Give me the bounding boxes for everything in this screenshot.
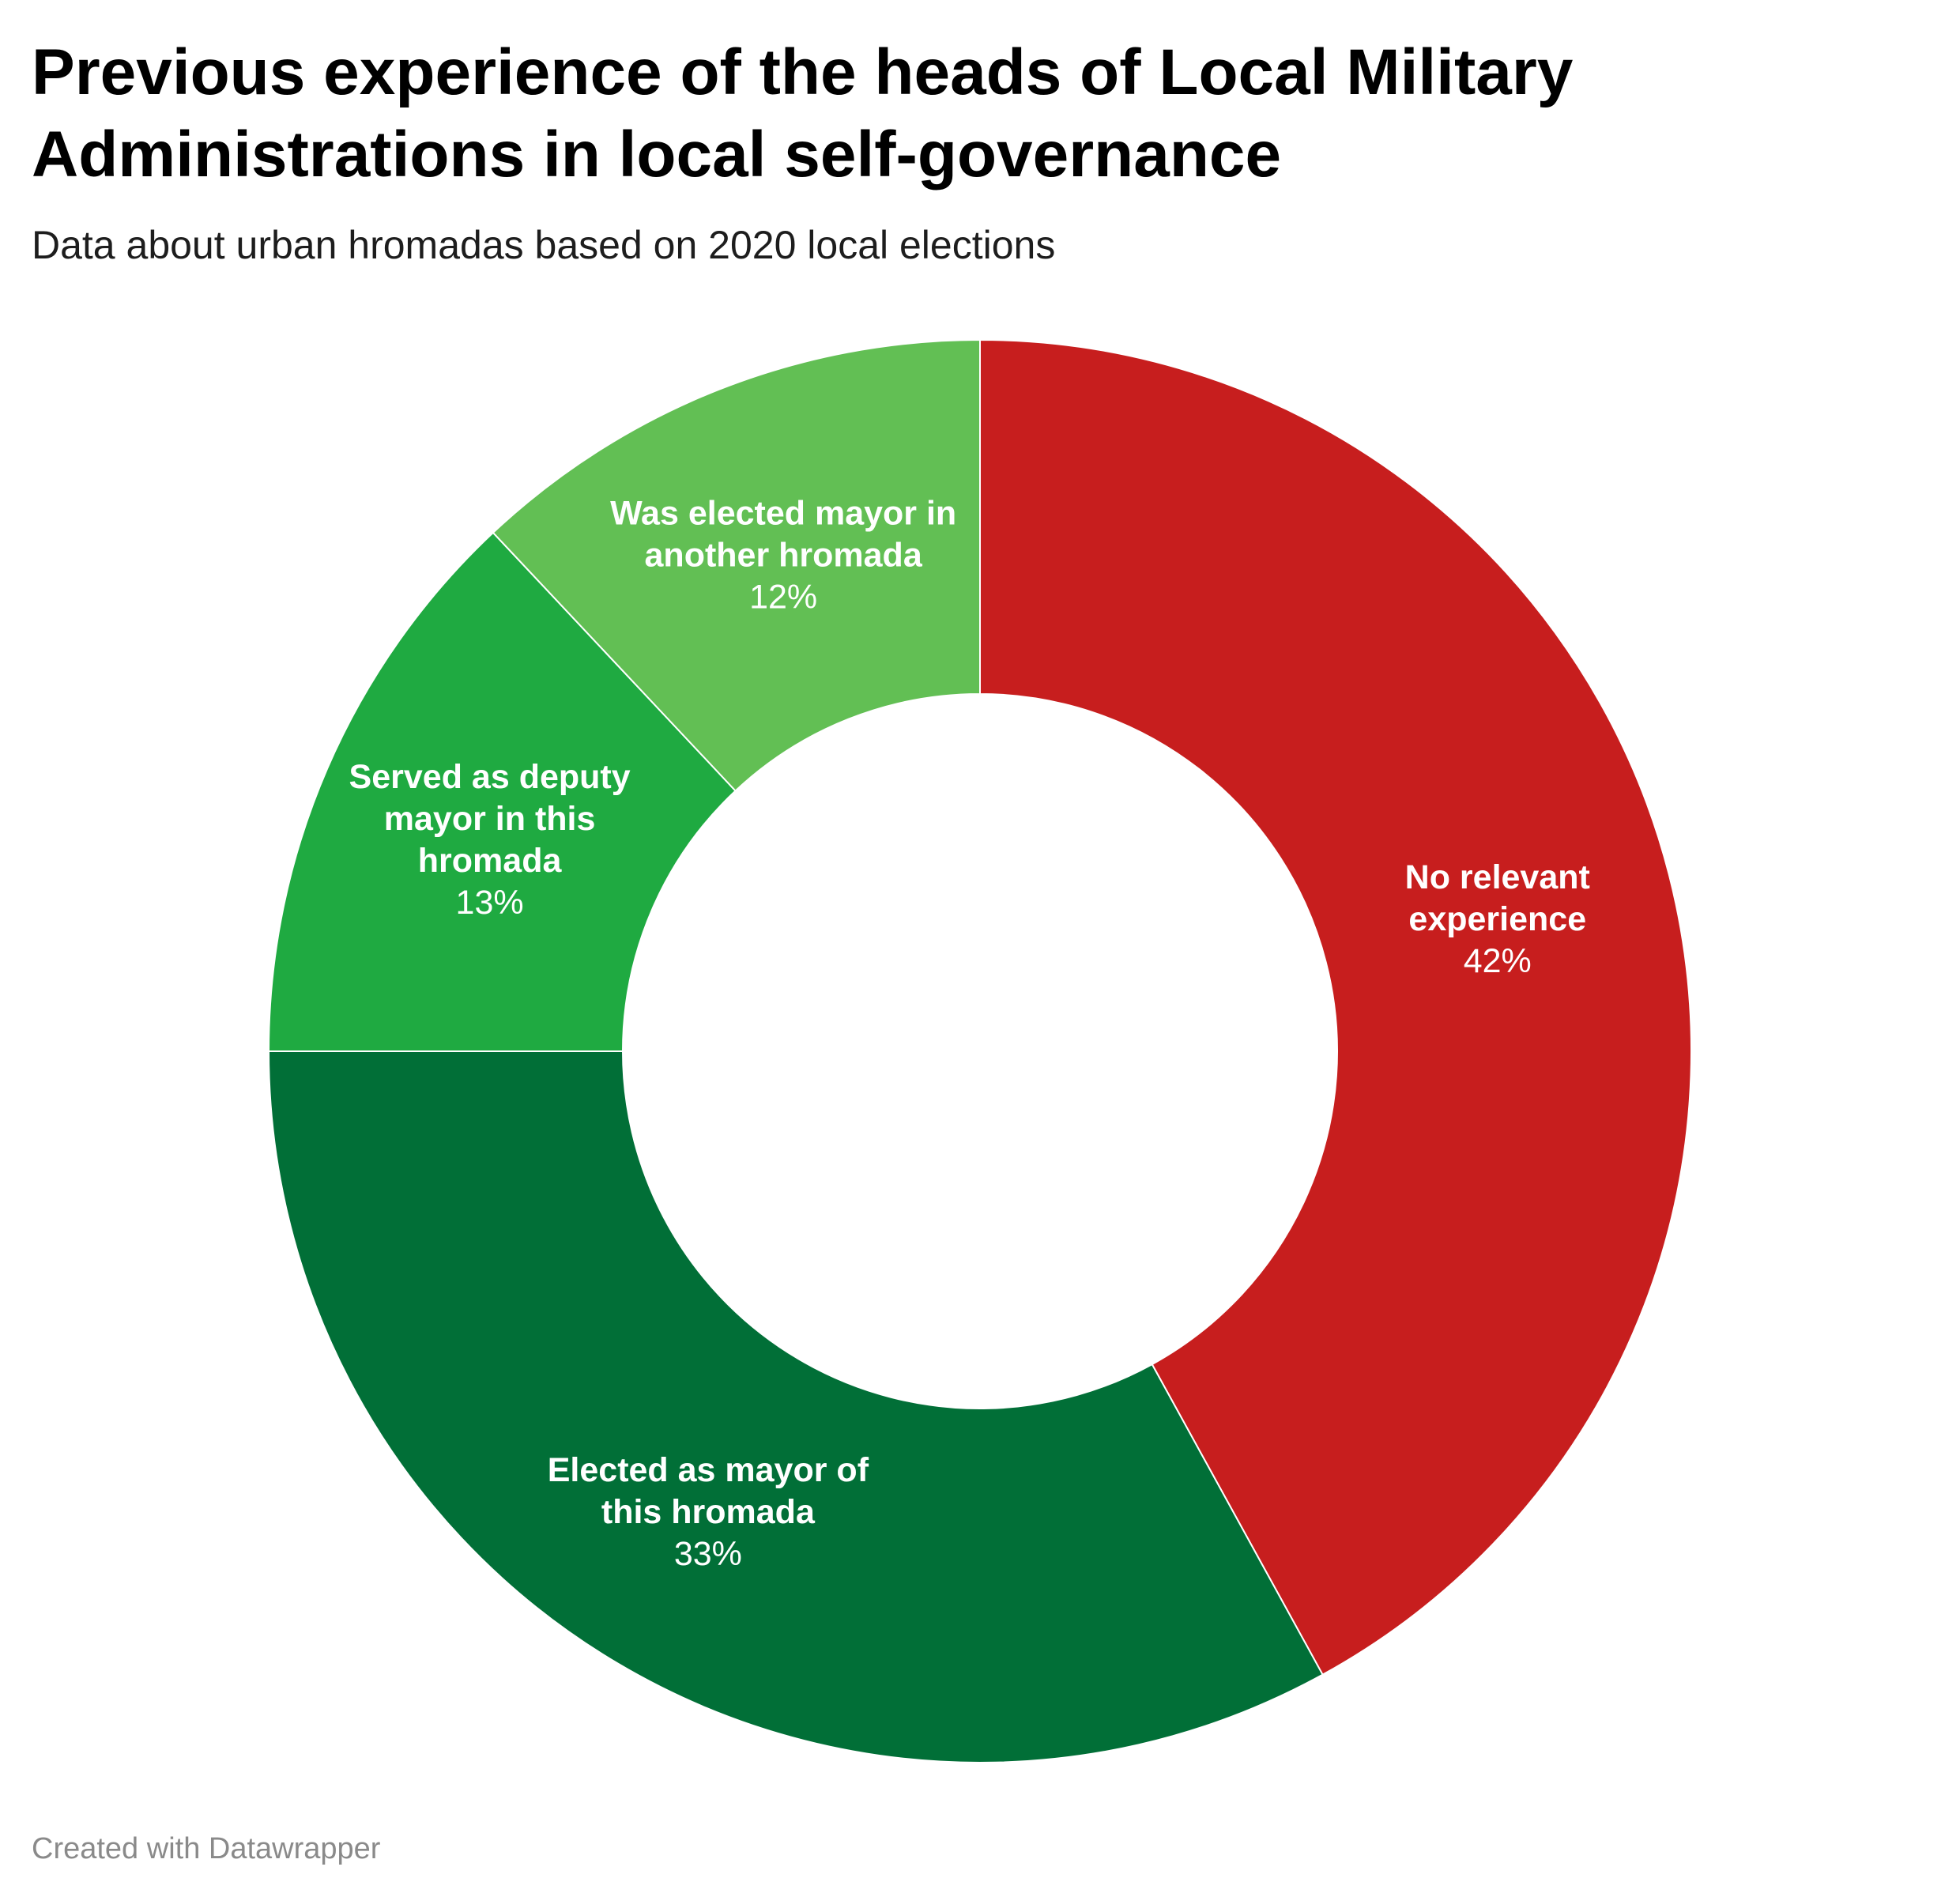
donut-slices — [267, 338, 1693, 1763]
chart-title: Previous experience of the heads of Loca… — [32, 36, 1574, 190]
chart-subtitle: Data about urban hromadas based on 2020 … — [32, 223, 1056, 267]
slice-name-label: mayor in this — [384, 800, 596, 838]
slice-value-label: 33% — [674, 1535, 742, 1573]
slice-name-label: another hromada — [645, 536, 923, 574]
slice-value-label: 42% — [1464, 942, 1532, 980]
slice-label-no-relevant-experience: No relevant experience 42% — [1405, 858, 1590, 980]
slice-name-label: Elected as mayor of — [548, 1451, 869, 1489]
slice-name-label: Was elected mayor in — [610, 494, 956, 532]
slice-elected-as-mayor-of-this-hromada — [267, 1050, 1324, 1763]
slice-name-label: Served as deputy — [349, 758, 631, 796]
slice-label-elected-as-mayor-of-this-hromada: Elected as mayor of this hromada 33% — [548, 1451, 869, 1573]
slice-value-label: 13% — [456, 884, 524, 922]
footer-credit: Created with Datawrapper — [32, 1832, 381, 1865]
slice-name-label: No relevant — [1405, 858, 1590, 896]
slice-no-relevant-experience — [979, 338, 1693, 1676]
slice-name-label: hromada — [418, 842, 563, 880]
slice-name-label: experience — [1408, 900, 1586, 938]
slice-label-was-elected-mayor-in-another-hromada: Was elected mayor in another hromada 12% — [610, 494, 956, 616]
slice-served-as-deputy-mayor-in-this-hromada — [267, 531, 737, 1052]
slice-was-elected-mayor-in-another-hromada — [492, 338, 981, 792]
slice-name-label: this hromada — [601, 1493, 816, 1531]
slice-value-label: 12% — [749, 578, 817, 616]
donut-labels: No relevant experience 42% Elected as mayor… — [349, 494, 1590, 1572]
slice-label-served-as-deputy-mayor-in-this-hromada: Served as deputy mayor in this hromada 13% — [349, 758, 631, 922]
